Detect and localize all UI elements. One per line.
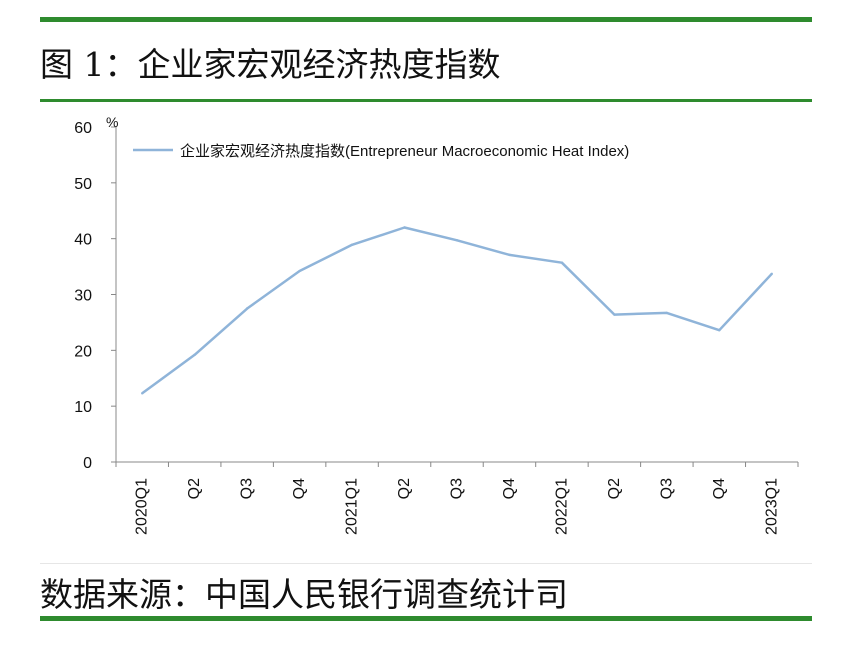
legend-label: 企业家宏观经济热度指数(Entrepreneur Macroeconomic H… [180, 142, 629, 160]
chart-axes [115, 127, 798, 463]
y-tick-label: 60 [74, 120, 92, 137]
x-tick-label: Q3 [239, 478, 256, 499]
data-point [613, 313, 616, 316]
y-tick-label: 20 [74, 343, 92, 360]
series-line [141, 226, 773, 395]
data-point [718, 329, 721, 332]
data-point [770, 272, 773, 276]
data-point [193, 353, 196, 356]
x-tick-label: 2023Q1 [763, 478, 780, 535]
x-tick-label: Q2 [606, 478, 623, 499]
data-point [245, 307, 249, 310]
y-tick-label: 50 [74, 176, 92, 193]
x-tick-label: Q2 [186, 478, 203, 499]
title-rule [40, 99, 812, 102]
x-tick-label: Q3 [658, 478, 675, 499]
x-tick-label: 2020Q1 [134, 478, 151, 535]
x-tick-label: 2021Q1 [344, 478, 361, 535]
data-point [350, 243, 354, 247]
data-point [508, 253, 511, 257]
x-tick-label: Q2 [396, 478, 413, 499]
data-point [298, 269, 301, 273]
x-tick-label: 2022Q1 [553, 478, 570, 535]
x-tick-label: Q4 [291, 478, 308, 499]
y-tick-label: 40 [74, 232, 92, 249]
data-point [141, 392, 144, 395]
bottom-rule [40, 616, 812, 621]
chart-series [141, 226, 773, 395]
y-axis-ticks: 0 10 20 30 40 50 60 [74, 120, 116, 472]
y-tick-label: 0 [83, 455, 92, 472]
top-rule [40, 17, 812, 22]
data-point [455, 239, 459, 242]
source-rule-top [40, 563, 812, 564]
chart-legend: 企业家宏观经济热度指数(Entrepreneur Macroeconomic H… [133, 142, 629, 160]
data-source: 数据来源：中国人民银行调查统计司 [40, 575, 568, 614]
x-tick-label: Q4 [501, 478, 518, 499]
data-point [403, 226, 406, 229]
x-axis-ticks: 2020Q1 Q2 Q3 Q4 2021Q1 Q2 Q3 Q4 2022Q1 Q2 Q3 Q4 2023… [115, 462, 799, 535]
y-tick-label: 30 [74, 288, 92, 305]
figure-title: 图 1：企业家宏观经济热度指数 [40, 45, 501, 84]
y-axis-unit-label: % [106, 114, 118, 130]
data-point [665, 311, 669, 315]
x-tick-label: Q4 [711, 478, 728, 499]
y-tick-label: 10 [74, 399, 92, 416]
data-point [560, 261, 564, 264]
x-tick-label: Q3 [449, 478, 466, 499]
